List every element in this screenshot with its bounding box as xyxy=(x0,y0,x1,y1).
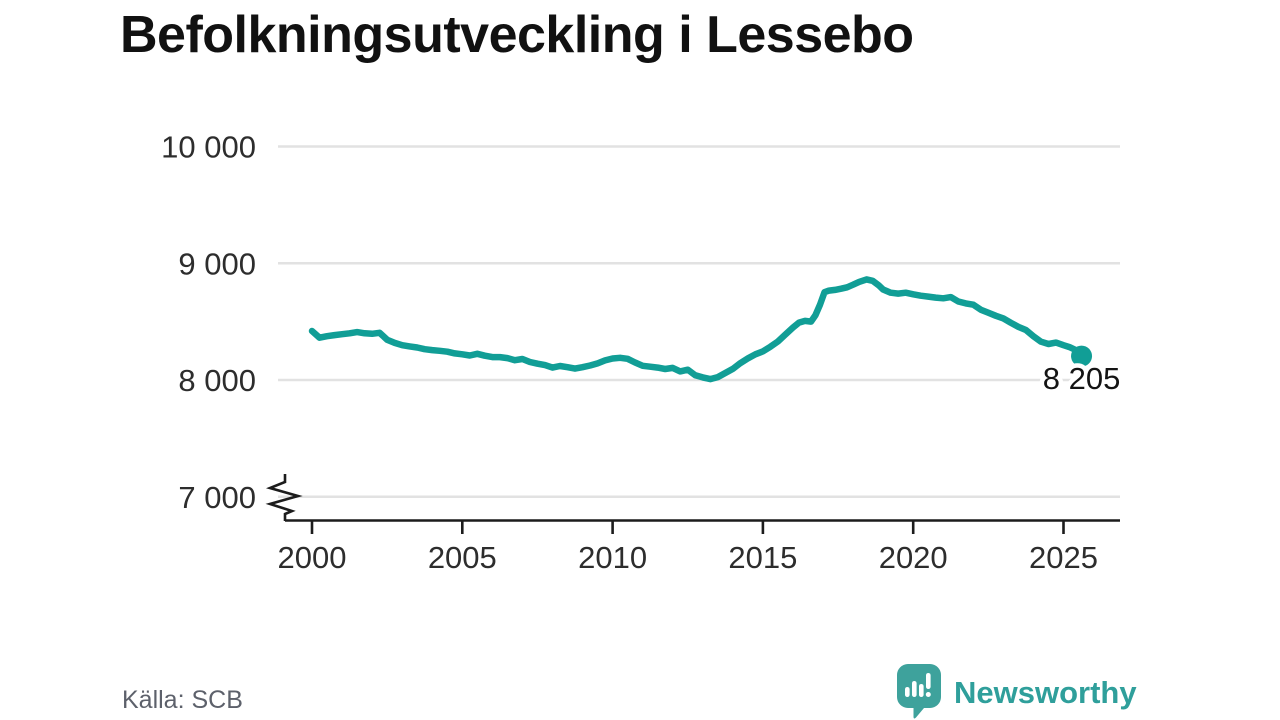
logo-barchart-glyph xyxy=(905,673,931,697)
x-tick-label: 2010 xyxy=(578,540,647,575)
y-axis-tick-labels: 7 000 8 000 9 000 10 000 xyxy=(161,130,256,515)
x-tick-label: 2025 xyxy=(1029,540,1098,575)
x-tick-label: 2005 xyxy=(428,540,497,575)
y-tick-label: 8 000 xyxy=(178,363,256,398)
axis-break-icon xyxy=(265,474,303,521)
x-axis-tick-labels: 2000 2005 2010 2015 2020 2025 xyxy=(278,540,1098,575)
y-tick-label: 9 000 xyxy=(178,246,256,281)
x-tick-label: 2020 xyxy=(879,540,948,575)
latest-point-marker xyxy=(1071,345,1093,367)
newsworthy-logo: Newsworthy xyxy=(897,664,1137,720)
gridlines xyxy=(278,145,1120,499)
x-axis xyxy=(285,519,1120,534)
source-note: Källa: SCB xyxy=(122,686,243,714)
newsworthy-logo-icon xyxy=(897,664,941,719)
y-tick-label: 7 000 xyxy=(178,480,256,515)
y-tick-label: 10 000 xyxy=(161,130,256,165)
x-tick-label: 2000 xyxy=(278,540,347,575)
newsworthy-logo-text: Newsworthy xyxy=(954,675,1137,710)
page-title: Befolkningsutveckling i Lessebo xyxy=(120,6,914,64)
x-tick-label: 2015 xyxy=(728,540,797,575)
population-line xyxy=(308,276,1085,383)
latest-value-label: 8 205 xyxy=(1043,361,1121,396)
